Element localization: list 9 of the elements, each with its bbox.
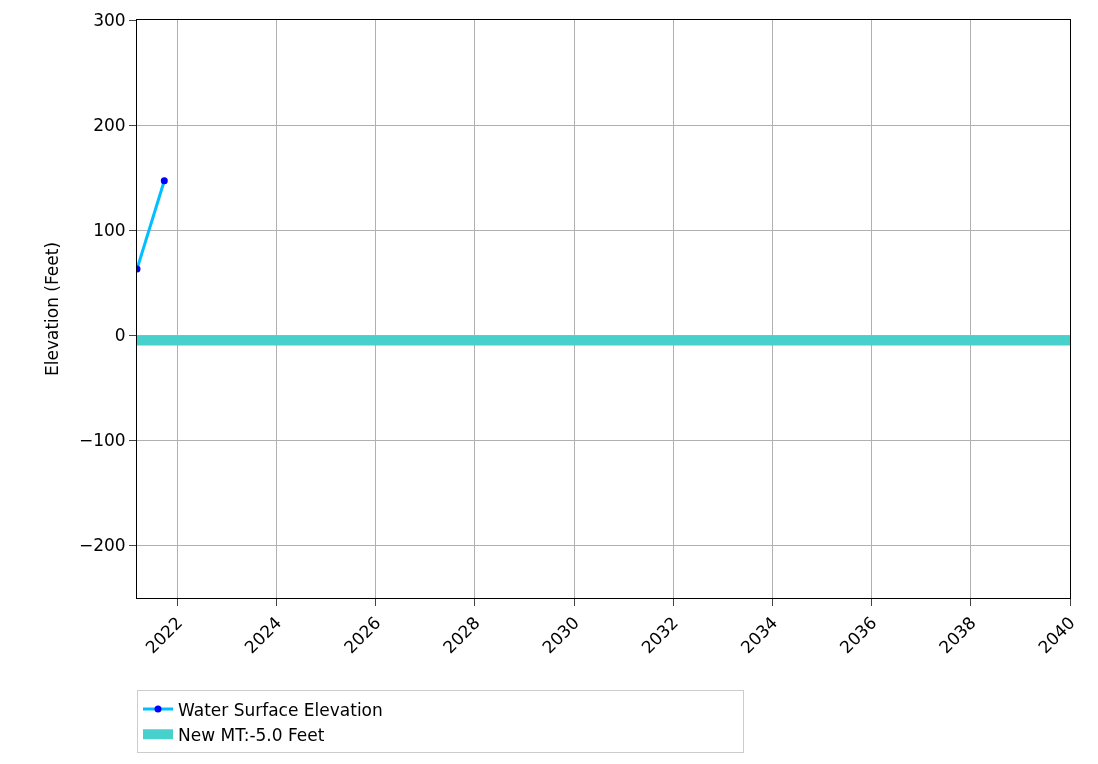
legend-label: Water Surface Elevation (178, 699, 383, 720)
y-tick-label: 0 (114, 325, 126, 346)
y-tick-label: 200 (93, 115, 126, 136)
y-tick-label: −100 (78, 430, 126, 451)
y-tick-label: −200 (78, 535, 126, 556)
y-tick-label: 300 (93, 9, 126, 30)
y-tick-label: 100 (93, 220, 126, 241)
y-axis-title: Elevation (Feet) (42, 241, 63, 377)
legend-label: New MT:-5.0 Feet (178, 724, 325, 745)
